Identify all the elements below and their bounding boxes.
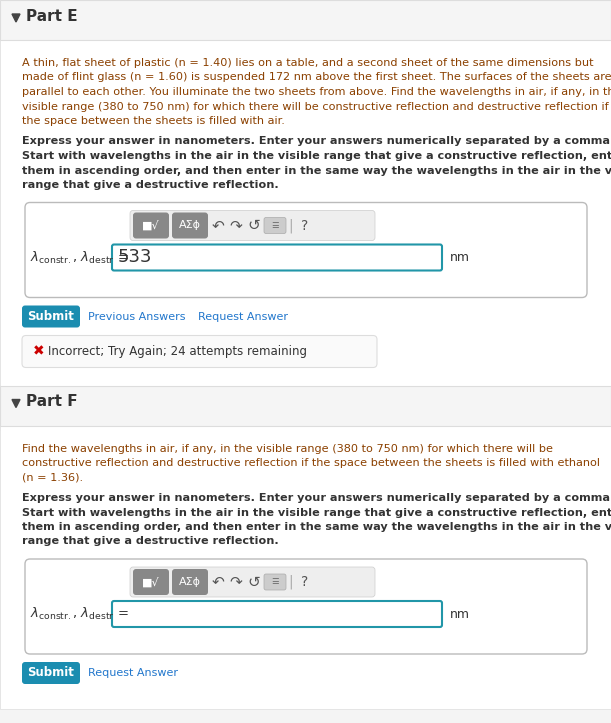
Text: range that give a destructive reflection.: range that give a destructive reflection…	[22, 536, 279, 547]
Bar	[0, 385, 611, 426]
Text: them in ascending order, and then enter in the same way the wavelengths in the a: them in ascending order, and then enter …	[22, 166, 611, 176]
Text: Request Answer: Request Answer	[198, 312, 288, 322]
FancyBboxPatch shape	[130, 210, 375, 241]
Text: ↷: ↷	[230, 575, 243, 589]
FancyBboxPatch shape	[133, 213, 169, 239]
Text: constructive reflection and destructive reflection if the space between the shee: constructive reflection and destructive …	[22, 458, 600, 468]
Text: ↺: ↺	[247, 575, 260, 589]
Text: Start with wavelengths in the air in the visible range that give a constructive : Start with wavelengths in the air in the…	[22, 508, 611, 518]
Text: |: |	[288, 218, 293, 233]
Text: made of flint glass (n = 1.60) is suspended 172 nm above the first sheet. The su: made of flint glass (n = 1.60) is suspen…	[22, 72, 611, 82]
FancyBboxPatch shape	[22, 662, 80, 684]
Text: them in ascending order, and then enter in the same way the wavelengths in the a: them in ascending order, and then enter …	[22, 522, 611, 532]
FancyBboxPatch shape	[172, 213, 208, 239]
Text: A thin, flat sheet of plastic (n = 1.40) lies on a table, and a second sheet of : A thin, flat sheet of plastic (n = 1.40)…	[22, 58, 593, 68]
Text: (n = 1.36).: (n = 1.36).	[22, 473, 83, 482]
Text: parallel to each other. You illuminate the two sheets from above. Find the wavel: parallel to each other. You illuminate t…	[22, 87, 611, 97]
Text: ☰: ☰	[271, 221, 279, 230]
FancyBboxPatch shape	[264, 574, 286, 590]
Text: ?: ?	[301, 575, 309, 589]
Text: ■√: ■√	[142, 577, 160, 587]
Text: $\lambda_{\rm constr.}$, $\lambda_{\rm destr}$ =: $\lambda_{\rm constr.}$, $\lambda_{\rm d…	[30, 606, 129, 622]
Text: Part E: Part E	[26, 9, 78, 24]
Text: ↶: ↶	[211, 218, 224, 233]
Text: ■√: ■√	[142, 221, 160, 231]
Text: AΣϕ: AΣϕ	[179, 577, 201, 587]
FancyBboxPatch shape	[133, 569, 169, 595]
Text: ↺: ↺	[247, 218, 260, 233]
Text: Start with wavelengths in the air in the visible range that give a constructive : Start with wavelengths in the air in the…	[22, 151, 611, 161]
Text: $\lambda_{\rm constr.}$, $\lambda_{\rm destr}$ =: $\lambda_{\rm constr.}$, $\lambda_{\rm d…	[30, 249, 129, 265]
Polygon shape	[12, 400, 20, 408]
FancyBboxPatch shape	[264, 218, 286, 234]
FancyBboxPatch shape	[172, 569, 208, 595]
Text: ☰: ☰	[271, 578, 279, 586]
Text: nm: nm	[450, 251, 470, 264]
Text: Submit: Submit	[27, 310, 75, 323]
Text: Request Answer: Request Answer	[88, 668, 178, 678]
Bar	[0, 426, 611, 709]
FancyBboxPatch shape	[22, 335, 377, 367]
Text: ↷: ↷	[230, 218, 243, 233]
Text: ?: ?	[301, 218, 309, 233]
Text: Express your answer in nanometers. Enter your answers numerically separated by a: Express your answer in nanometers. Enter…	[22, 493, 611, 503]
FancyBboxPatch shape	[112, 601, 442, 627]
Text: visible range (380 to 750 nm) for which there will be constructive reflection an: visible range (380 to 750 nm) for which …	[22, 101, 609, 111]
Text: ✖: ✖	[33, 344, 45, 359]
Text: nm: nm	[450, 607, 470, 620]
Text: Part F: Part F	[26, 395, 78, 409]
FancyBboxPatch shape	[25, 559, 587, 654]
FancyBboxPatch shape	[22, 306, 80, 328]
Text: Incorrect; Try Again; 24 attempts remaining: Incorrect; Try Again; 24 attempts remain…	[48, 345, 307, 358]
Text: the space between the sheets is filled with air.: the space between the sheets is filled w…	[22, 116, 285, 126]
FancyBboxPatch shape	[130, 567, 375, 597]
Text: Previous Answers: Previous Answers	[88, 312, 186, 322]
FancyBboxPatch shape	[25, 202, 587, 297]
Text: range that give a destructive reflection.: range that give a destructive reflection…	[22, 180, 279, 190]
Text: Submit: Submit	[27, 667, 75, 680]
Bar	[0, 40, 611, 430]
FancyBboxPatch shape	[112, 244, 442, 270]
Text: Express your answer in nanometers. Enter your answers numerically separated by a: Express your answer in nanometers. Enter…	[22, 137, 611, 147]
Text: 533: 533	[118, 249, 153, 267]
Bar	[0, 0, 611, 40]
Text: Find the wavelengths in air, if any, in the visible range (380 to 750 nm) for wh: Find the wavelengths in air, if any, in …	[22, 443, 553, 453]
Text: ↶: ↶	[211, 575, 224, 589]
Polygon shape	[12, 14, 20, 22]
Text: AΣϕ: AΣϕ	[179, 221, 201, 231]
Text: |: |	[288, 575, 293, 589]
